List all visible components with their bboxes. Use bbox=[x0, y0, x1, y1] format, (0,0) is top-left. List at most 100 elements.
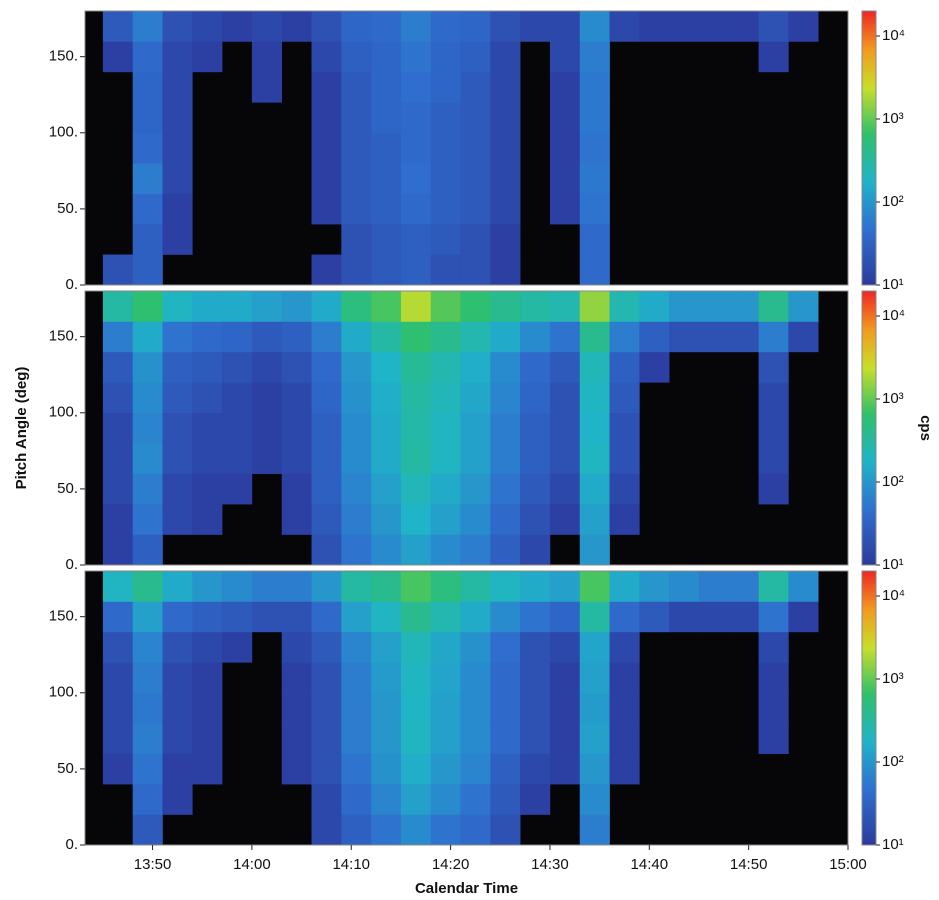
heat-cell bbox=[281, 571, 312, 602]
heat-cell bbox=[311, 132, 342, 164]
heat-cell bbox=[430, 254, 461, 286]
heat-cell bbox=[460, 102, 491, 134]
heat-cell bbox=[251, 382, 283, 414]
heat-cell bbox=[192, 504, 223, 535]
heat-cell bbox=[549, 443, 581, 474]
heat-cell bbox=[609, 601, 640, 633]
heat-cell bbox=[132, 351, 163, 383]
heat-cell bbox=[609, 692, 640, 724]
heat-cell bbox=[400, 723, 432, 754]
heat-cell bbox=[251, 291, 283, 322]
heat-cell bbox=[669, 291, 700, 322]
x-tick-label: 14:10 bbox=[332, 856, 370, 873]
heat-cell bbox=[102, 534, 133, 566]
heat-cell bbox=[460, 631, 491, 663]
heat-cell bbox=[579, 534, 610, 566]
colorbar bbox=[861, 570, 877, 846]
heat-cell bbox=[371, 814, 402, 846]
heat-cell bbox=[311, 753, 342, 785]
heat-cell bbox=[281, 351, 312, 383]
heat-cell bbox=[609, 723, 640, 754]
heat-cell bbox=[311, 473, 342, 505]
heat-cell bbox=[341, 443, 372, 474]
heat-cell bbox=[192, 41, 223, 73]
heat-cell bbox=[520, 784, 551, 815]
heat-cell bbox=[132, 412, 163, 444]
colorbar-title: cps bbox=[917, 415, 934, 441]
heat-cell bbox=[132, 601, 163, 633]
heat-cell bbox=[281, 723, 312, 754]
heat-cell bbox=[162, 163, 193, 194]
colorbar-tick-label: 10² bbox=[882, 193, 904, 210]
heat-cell bbox=[579, 601, 610, 633]
heat-cell bbox=[758, 412, 789, 444]
heat-cell bbox=[460, 662, 491, 694]
heat-cell bbox=[132, 224, 163, 255]
heat-cell bbox=[162, 631, 193, 663]
heat-cell bbox=[311, 784, 342, 815]
heat-cell bbox=[371, 321, 402, 353]
heat-cell bbox=[311, 631, 342, 663]
heat-cell bbox=[281, 291, 312, 322]
heat-cell bbox=[102, 254, 133, 286]
heat-cell bbox=[162, 571, 193, 602]
heat-cell bbox=[192, 11, 223, 42]
heat-cell bbox=[162, 291, 193, 322]
heat-cell bbox=[520, 351, 551, 383]
heat-cell bbox=[371, 692, 402, 724]
x-tick-label: 13:50 bbox=[134, 856, 172, 873]
heat-cell bbox=[311, 504, 342, 535]
heat-cell bbox=[579, 254, 610, 286]
heat-cell bbox=[430, 571, 461, 602]
heat-cell bbox=[430, 291, 461, 322]
heat-cell bbox=[490, 11, 521, 42]
heat-cell bbox=[460, 692, 491, 724]
heat-cell bbox=[490, 692, 521, 724]
heat-cell bbox=[460, 321, 491, 353]
heat-cell bbox=[579, 662, 610, 694]
heat-cell bbox=[192, 571, 223, 602]
heat-cell bbox=[341, 692, 372, 724]
y-tick-label: 150. bbox=[49, 608, 78, 625]
heat-cell bbox=[788, 601, 819, 633]
heat-cell bbox=[371, 571, 402, 602]
heat-cell bbox=[132, 534, 163, 566]
heat-cell bbox=[281, 382, 312, 414]
heat-cell bbox=[520, 412, 551, 444]
heat-cell bbox=[430, 163, 461, 194]
heat-cell bbox=[609, 382, 640, 414]
heat-cell bbox=[400, 254, 432, 286]
heat-cell bbox=[281, 11, 312, 42]
heat-cell bbox=[132, 753, 163, 785]
heat-cell bbox=[371, 71, 402, 103]
heat-cell bbox=[102, 631, 133, 663]
heat-cell bbox=[698, 321, 730, 353]
heat-cell bbox=[609, 631, 640, 663]
heat-cell bbox=[579, 224, 610, 255]
heat-cell bbox=[579, 753, 610, 785]
y-tick-label: 0. bbox=[65, 276, 78, 293]
heat-cell bbox=[460, 11, 491, 42]
heat-cell bbox=[132, 473, 163, 505]
heat-cell bbox=[460, 224, 491, 255]
heat-cell bbox=[430, 321, 461, 353]
heat-cell bbox=[371, 11, 402, 42]
heat-cell bbox=[132, 662, 163, 694]
heat-cell bbox=[639, 601, 670, 633]
heat-cell bbox=[341, 631, 372, 663]
colorbar-tick-label: 10¹ bbox=[882, 556, 904, 573]
heat-cell bbox=[371, 132, 402, 164]
heat-cell bbox=[222, 412, 253, 444]
heat-cell bbox=[341, 412, 372, 444]
heat-cell bbox=[490, 814, 521, 846]
heat-cell bbox=[102, 412, 133, 444]
heat-cell bbox=[698, 601, 730, 633]
heat-cell bbox=[132, 504, 163, 535]
heat-cell bbox=[698, 291, 730, 322]
heat-cell bbox=[400, 662, 432, 694]
heat-cell bbox=[579, 351, 610, 383]
heat-cell bbox=[400, 11, 432, 42]
heat-cell bbox=[132, 723, 163, 754]
heat-cell bbox=[460, 814, 491, 846]
colorbar-tick-label: 10⁴ bbox=[882, 27, 905, 44]
